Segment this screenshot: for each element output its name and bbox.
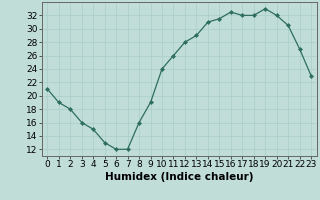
X-axis label: Humidex (Indice chaleur): Humidex (Indice chaleur)	[105, 172, 253, 182]
